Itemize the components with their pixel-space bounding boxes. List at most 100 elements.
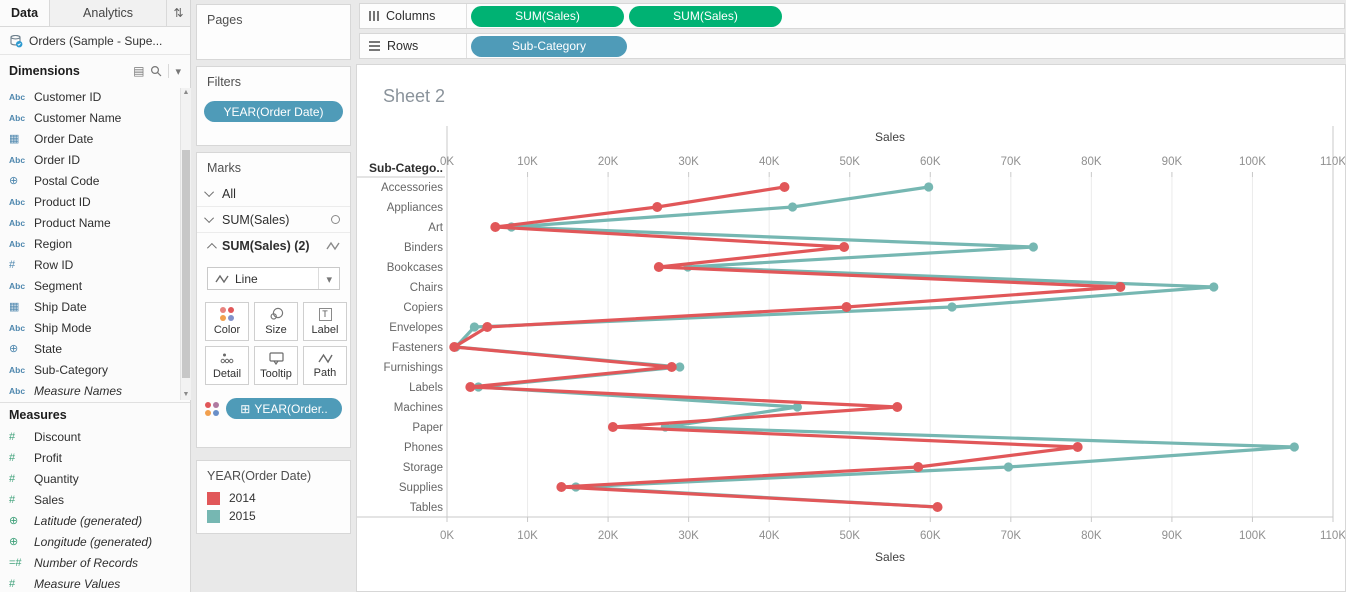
marks-row-sum-sales[interactable]: SUM(Sales): [197, 207, 350, 233]
abc-icon: Abc: [9, 385, 26, 396]
label-button[interactable]: Label: [303, 302, 347, 341]
view-data-icon[interactable]: [133, 64, 144, 78]
pane-tabbar: Data Analytics: [0, 0, 190, 27]
series-line-2014[interactable]: [452, 185, 1122, 509]
data-point-2015-Appliances[interactable]: [787, 202, 798, 212]
field-product-name[interactable]: Abc Product Name: [0, 212, 180, 233]
category-label: Chairs: [410, 282, 443, 294]
field-measure-names[interactable]: Abc Measure Names: [0, 380, 180, 401]
scroll-up-icon[interactable]: ▲: [182, 89, 190, 96]
data-point-2015-Chairs[interactable]: [1209, 282, 1219, 292]
filter-pill-year-order-date[interactable]: YEAR(Order Date): [204, 101, 343, 122]
data-point-2014-Chairs[interactable]: [1115, 282, 1126, 292]
field-order-date[interactable]: ▦ Order Date: [0, 128, 180, 149]
field-longitude[interactable]: ⊕ Longitude (generated): [0, 531, 180, 552]
columns-pill-sum-sales-2[interactable]: SUM(Sales): [629, 5, 782, 27]
chevron-down-icon[interactable]: [326, 272, 332, 286]
dimensions-scrollbar[interactable]: ▲ ▼: [180, 88, 191, 400]
data-point-2015-Furnishings[interactable]: [675, 362, 685, 372]
scrollbar-thumb[interactable]: [182, 150, 190, 378]
data-point-2014-Furnishings[interactable]: [666, 362, 677, 372]
data-point-2014-Bookcases[interactable]: [653, 262, 664, 272]
number-icon: #: [9, 258, 16, 271]
tab-analytics[interactable]: Analytics: [83, 6, 134, 20]
field-customer-id[interactable]: Abc Customer ID: [0, 86, 180, 107]
field-quantity[interactable]: # Quantity: [0, 468, 180, 489]
field-postal-code[interactable]: ⊕ Postal Code: [0, 170, 180, 191]
data-point-2015-Copiers[interactable]: [947, 302, 957, 312]
columns-pill-sum-sales-1[interactable]: SUM(Sales): [471, 5, 624, 27]
data-point-2014-Storage[interactable]: [913, 462, 924, 472]
axis-tick-label-top: 40K: [759, 156, 780, 168]
scroll-down-icon[interactable]: ▼: [182, 391, 190, 398]
field-ship-date[interactable]: ▦ Ship Date: [0, 296, 180, 317]
chevron-down-icon[interactable]: [204, 213, 215, 224]
data-point-2014-Envelopes[interactable]: [482, 322, 493, 332]
data-point-2014-Appliances[interactable]: [652, 202, 663, 212]
data-point-2015-Phones[interactable]: [1289, 442, 1299, 452]
size-button[interactable]: Size: [254, 302, 298, 341]
field-label: Ship Date: [34, 299, 87, 314]
mark-type-dropdown[interactable]: Line: [207, 267, 340, 290]
field-product-id[interactable]: Abc Product ID: [0, 191, 180, 212]
detail-button[interactable]: Detail: [205, 346, 249, 385]
field-discount[interactable]: # Discount: [0, 426, 180, 447]
data-point-2014-Binders[interactable]: [839, 242, 850, 252]
sort-fields-icon[interactable]: [166, 0, 190, 26]
legend-swatch: [207, 509, 220, 523]
data-point-2015-Storage[interactable]: [1003, 462, 1014, 472]
marks-row-sum-sales-2[interactable]: SUM(Sales) (2): [197, 233, 350, 259]
chevron-down-icon[interactable]: [204, 187, 215, 198]
color-button[interactable]: Color: [205, 302, 249, 341]
legend-item-2015[interactable]: 2015: [197, 505, 350, 523]
field-label: Product ID: [34, 194, 91, 209]
data-point-2014-Tables[interactable]: [932, 502, 943, 512]
category-label: Tables: [410, 502, 443, 514]
data-point-2014-Accessories[interactable]: [779, 182, 790, 192]
field-measure-values[interactable]: # Measure Values: [0, 573, 180, 592]
marks-row-all[interactable]: All: [197, 181, 350, 207]
field-sales[interactable]: # Sales: [0, 489, 180, 510]
path-button[interactable]: Path: [303, 346, 347, 385]
tab-data[interactable]: Data: [0, 0, 51, 26]
data-point-2014-Supplies[interactable]: [556, 482, 567, 492]
data-point-2014-Art[interactable]: [490, 222, 501, 232]
year-order-date-pill[interactable]: YEAR(Order..: [226, 398, 342, 419]
data-point-2014-Labels[interactable]: [465, 382, 476, 392]
data-point-2014-Copiers[interactable]: [841, 302, 852, 312]
number-icon: #: [9, 430, 16, 443]
series-line-2015[interactable]: [454, 185, 1296, 509]
data-point-2015-Binders[interactable]: [1028, 242, 1038, 252]
field-label: Order Date: [34, 131, 94, 146]
data-point-2015-Accessories[interactable]: [924, 182, 934, 192]
field-profit[interactable]: # Profit: [0, 447, 180, 468]
data-point-2015-Machines[interactable]: [792, 402, 802, 412]
data-point-2014-Paper[interactable]: [607, 422, 618, 432]
data-point-2015-Envelopes[interactable]: [469, 322, 479, 332]
field-region[interactable]: Abc Region: [0, 233, 180, 254]
tooltip-button[interactable]: Tooltip: [254, 346, 298, 385]
circle-mark-icon: [331, 215, 340, 224]
chart-canvas[interactable]: 0K 0K 10K 10K 20K 20K 30K 30K 40K 40K 50K 50K 60K 60K…: [357, 65, 1345, 591]
field-latitude[interactable]: ⊕ Latitude (generated): [0, 510, 180, 531]
pane-menu-icon[interactable]: [175, 64, 181, 78]
legend-item-2014[interactable]: 2014: [197, 487, 350, 505]
field-label: Customer Name: [34, 110, 122, 125]
axis-tick-label-bottom: 30K: [678, 530, 699, 542]
field-order-id[interactable]: Abc Order ID: [0, 149, 180, 170]
field-customer-name[interactable]: Abc Customer Name: [0, 107, 180, 128]
field-number-of-records[interactable]: =# Number of Records: [0, 552, 180, 573]
chevron-up-icon[interactable]: [206, 242, 217, 253]
rows-pill-sub-category[interactable]: Sub-Category: [471, 35, 627, 57]
field-segment[interactable]: Abc Segment: [0, 275, 180, 296]
data-point-2014-Machines[interactable]: [892, 402, 903, 412]
axis-tick-label-top: 60K: [920, 156, 941, 168]
field-state[interactable]: ⊕ State: [0, 338, 180, 359]
search-icon[interactable]: [150, 65, 162, 77]
data-point-2014-Fasteners[interactable]: [449, 342, 460, 352]
field-ship-mode[interactable]: Abc Ship Mode: [0, 317, 180, 338]
field-row-id[interactable]: # Row ID: [0, 254, 180, 275]
field-sub-category[interactable]: Abc Sub-Category: [0, 359, 180, 380]
datasource-item[interactable]: Orders (Sample - Supe...: [0, 28, 190, 55]
data-point-2014-Phones[interactable]: [1072, 442, 1083, 452]
